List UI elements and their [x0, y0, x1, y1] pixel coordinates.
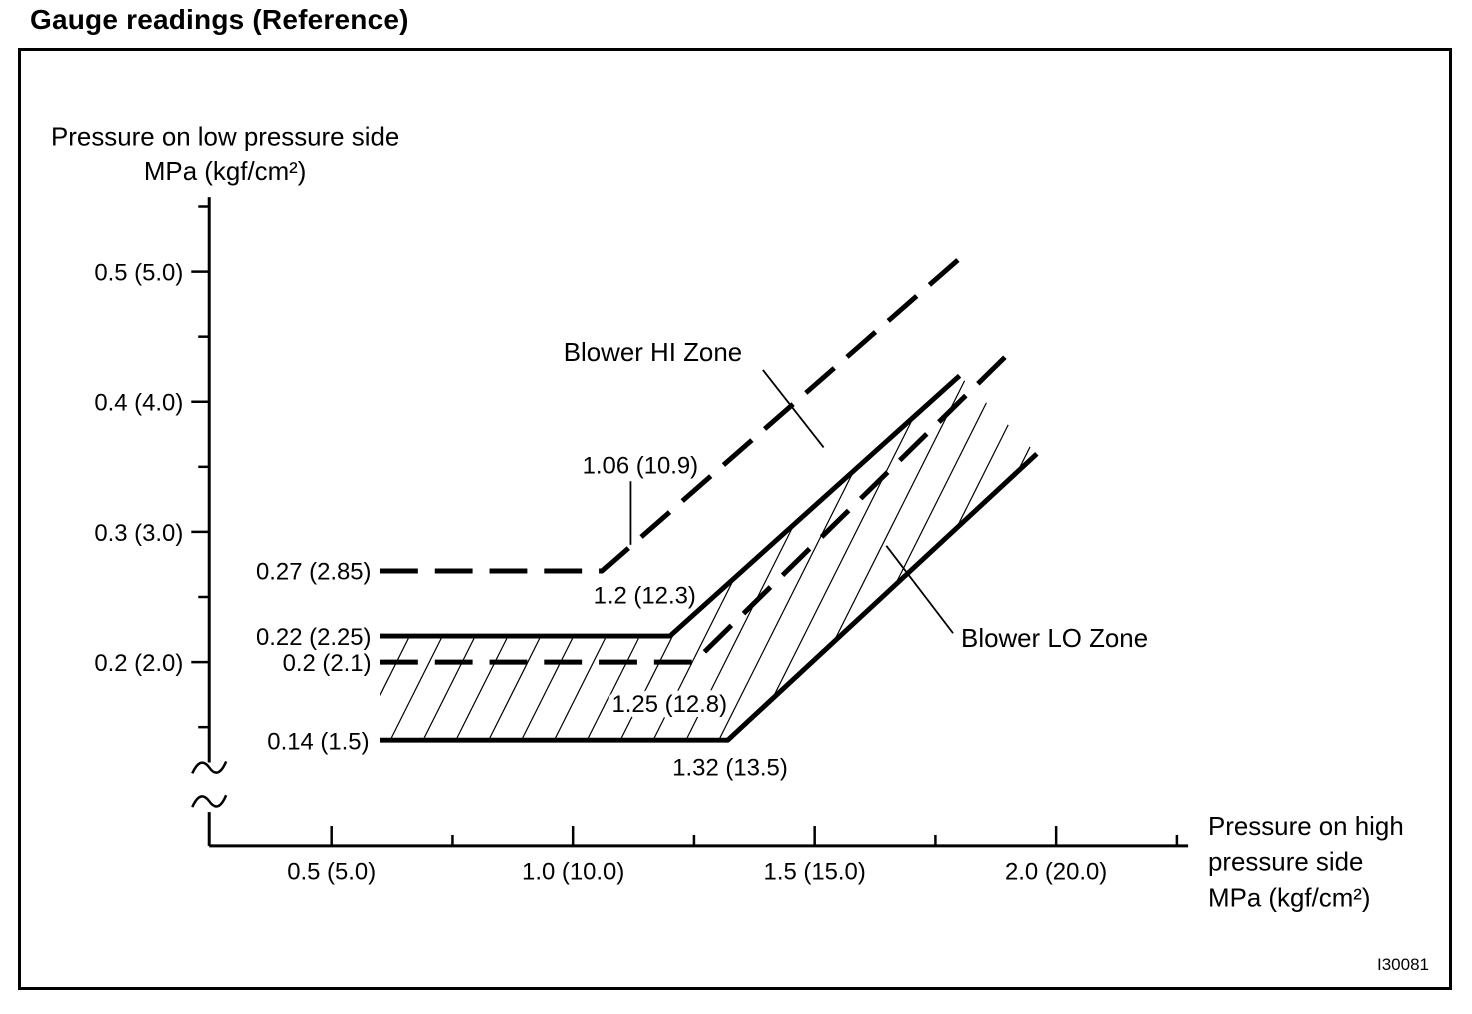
x-tick-label: 2.0 (20.0) — [1005, 859, 1107, 886]
series-blower-lo-lower — [379, 451, 1039, 743]
x-tick-label: 1.0 (10.0) — [522, 859, 624, 886]
series-blower-lo-upper — [379, 373, 962, 639]
figure-code: I30081 — [1377, 955, 1429, 974]
hatch-line — [642, 375, 991, 741]
hatch-line — [1136, 199, 1449, 891]
y-tick-label: 0.4 (4.0) — [94, 390, 183, 417]
x-axis-title: MPa (kgf/cm²) — [1208, 885, 1371, 913]
chart-frame: 0.5 (5.0) 0.4 (4.0) 0.3 (3.0) 0.2 (2.0) 0.5 … — [18, 48, 1452, 990]
hi-lower-level-label: 0.2 (2.1) — [283, 650, 372, 677]
hatch-line — [379, 375, 695, 741]
axis-break-squiggle-top — [191, 760, 228, 774]
hatch-line — [445, 375, 794, 741]
hatch-line — [379, 375, 498, 741]
zone-lo-leader-line — [885, 545, 954, 634]
hi-upper-knee-label: 1.06 (10.9) — [583, 452, 699, 479]
blower-lo-zone-hatching — [379, 199, 1449, 891]
hatch-line — [379, 375, 531, 741]
y-tick-label: 0.3 (3.0) — [94, 520, 183, 547]
hatch-line — [938, 375, 1037, 741]
hatch-line — [807, 375, 1037, 741]
y-axis-title: Pressure on low pressure side — [51, 123, 399, 151]
hatch-line — [741, 375, 1037, 741]
x-tick-label: 0.5 (5.0) — [287, 859, 376, 886]
lo-lower-level-label: 0.14 (1.5) — [267, 729, 369, 756]
gauge-readings-chart: 0.5 (5.0) 0.4 (4.0) 0.3 (3.0) 0.2 (2.0) 0.5 … — [51, 123, 1449, 913]
y-tick-label: 0.2 (2.0) — [94, 650, 183, 677]
hatch-line — [1103, 199, 1449, 891]
hatch-line — [379, 375, 564, 741]
hatch-line — [379, 375, 597, 741]
hatch-line — [840, 375, 1037, 741]
hatch-line — [708, 375, 1037, 741]
hatch-line — [511, 375, 860, 741]
hatch-line — [412, 375, 761, 741]
hatch-line — [1004, 375, 1037, 741]
hatch-line — [1071, 199, 1418, 891]
x-axis-title: Pressure on high — [1208, 813, 1404, 841]
y-tick-label: 0.5 (5.0) — [94, 260, 183, 287]
hi-upper-level-label: 0.27 (2.85) — [256, 559, 372, 586]
hatch-line — [1038, 199, 1385, 891]
hatch-line — [379, 375, 629, 741]
hatch-line — [774, 375, 1037, 741]
hatch-line — [379, 375, 662, 741]
series-blower-hi-upper — [379, 256, 962, 574]
hatch-line — [675, 375, 1024, 741]
hatch-line — [905, 375, 1037, 741]
hatch-line — [872, 375, 1037, 741]
page-title: Gauge readings (Reference) — [30, 4, 409, 35]
hatch-line — [577, 375, 925, 741]
hatch-line — [971, 375, 1037, 741]
axis-break-squiggle-bottom — [191, 794, 228, 808]
hi-lower-knee-label: 1.25 (12.8) — [612, 691, 728, 718]
hatch-line — [544, 375, 892, 741]
lo-upper-knee-label: 1.2 (12.3) — [594, 582, 696, 609]
x-tick-label: 1.5 (15.0) — [764, 859, 866, 886]
hatch-line — [609, 375, 958, 741]
zone-lo-label: Blower LO Zone — [961, 625, 1148, 653]
lo-upper-level-label: 0.22 (2.25) — [256, 624, 372, 651]
lo-lower-knee-label: 1.32 (13.5) — [672, 754, 788, 781]
hatch-line — [379, 375, 728, 741]
zone-hi-leader-line — [762, 369, 825, 449]
x-axis-title: pressure side — [1208, 849, 1363, 877]
y-axis-title: MPa (kgf/cm²) — [144, 158, 307, 186]
series-blower-hi-lower — [379, 347, 1015, 665]
zone-hi-label: Blower HI Zone — [564, 339, 742, 367]
